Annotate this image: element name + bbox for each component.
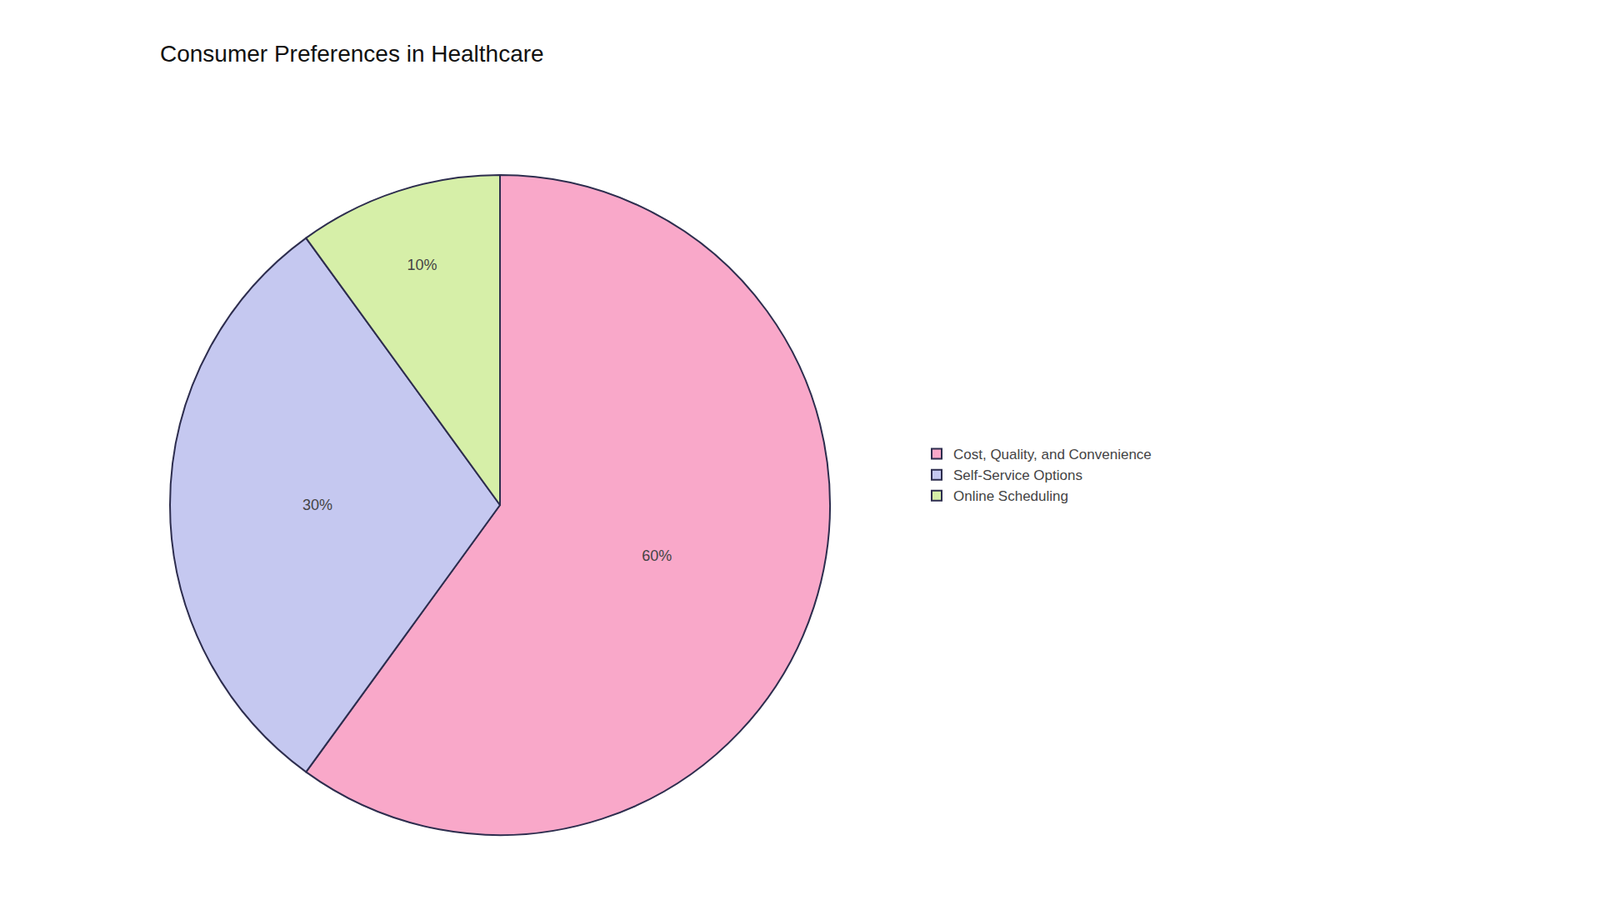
svg-text:10%: 10% <box>407 256 438 274</box>
svg-text:Self-Service Options: Self-Service Options <box>953 467 1083 484</box>
svg-text:Online Scheduling: Online Scheduling <box>953 488 1069 505</box>
svg-text:60%: 60% <box>641 547 672 565</box>
svg-text:Consumer Preferences in Health: Consumer Preferences in Healthcare <box>160 40 545 67</box>
svg-text:30%: 30% <box>302 496 333 514</box>
svg-text:Cost, Quality, and Convenience: Cost, Quality, and Convenience <box>953 446 1152 463</box>
